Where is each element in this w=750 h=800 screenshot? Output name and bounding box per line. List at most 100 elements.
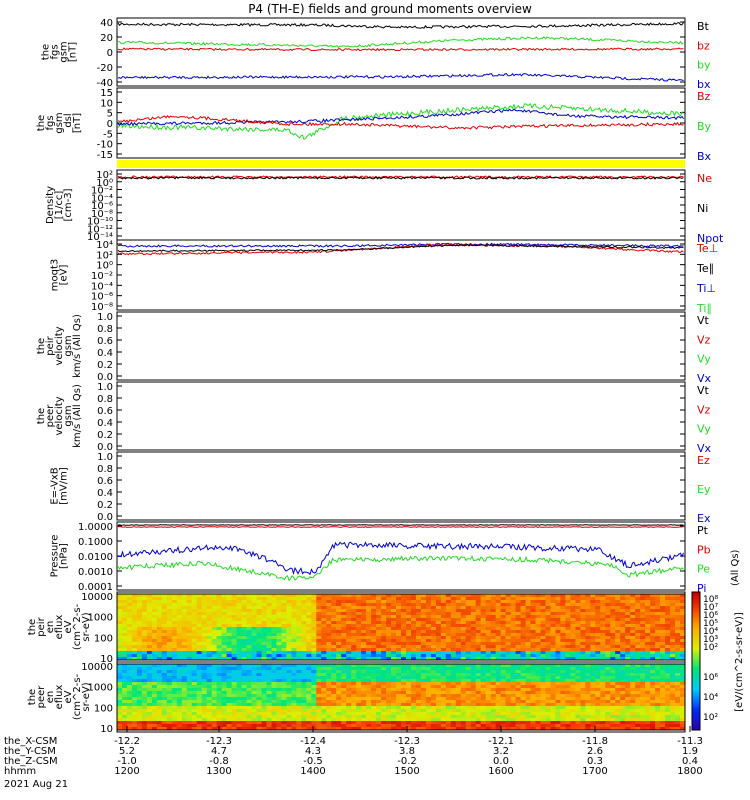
spec-cell — [510, 724, 516, 728]
spec-cell — [570, 633, 576, 637]
spec-cell — [485, 594, 492, 598]
spec-cell — [435, 654, 442, 658]
spec-cell — [465, 670, 472, 674]
spec-cell — [420, 615, 427, 619]
spec-cell — [306, 639, 312, 643]
spec-cell — [565, 624, 571, 628]
spec-cell — [246, 673, 252, 677]
spec-cell — [301, 651, 307, 655]
spec-cell — [221, 612, 227, 616]
spec-cell — [445, 706, 452, 710]
spec-cell — [122, 727, 128, 731]
spec-cell — [555, 715, 561, 719]
spec-cell — [376, 712, 382, 716]
spec-cell — [281, 688, 287, 692]
spec-cell — [515, 703, 521, 707]
spec-cell — [356, 615, 362, 619]
spec-cell — [151, 709, 158, 713]
spec-cell — [371, 688, 377, 692]
spec-cell — [430, 594, 437, 598]
spec-cell — [415, 636, 422, 640]
spec-cell — [341, 612, 347, 616]
spec-cell — [420, 724, 427, 728]
spec-cell — [465, 682, 472, 686]
spec-cell — [251, 664, 257, 668]
spec-cell — [226, 627, 232, 631]
spec-cell — [191, 621, 198, 625]
spec-cell — [535, 667, 541, 671]
spec-cell — [490, 606, 497, 610]
spec-cell — [455, 721, 462, 725]
spec-cell — [396, 627, 402, 631]
spec-cell — [575, 597, 581, 601]
spec-cell — [196, 670, 203, 674]
spec-cell — [361, 639, 367, 643]
spec-cell — [371, 654, 377, 658]
spec-cell — [580, 691, 586, 695]
spec-cell — [181, 727, 188, 731]
spec-cell — [555, 621, 561, 625]
spec-cell — [361, 615, 367, 619]
spec-cell — [256, 700, 262, 704]
spec-cell — [420, 594, 427, 598]
spec-cell — [366, 691, 372, 695]
spec-cell — [131, 600, 138, 604]
spec-cell — [331, 709, 337, 713]
spec-cell — [570, 688, 576, 692]
spec-cell — [261, 667, 267, 671]
spec-cell — [216, 648, 222, 652]
spec-cell — [445, 627, 452, 631]
spec-cell — [286, 597, 292, 601]
spec-cell — [361, 627, 367, 631]
spec-cell — [445, 727, 452, 731]
spec-cell — [555, 703, 561, 707]
spec-cell — [391, 685, 397, 689]
spec-cell — [470, 645, 477, 649]
spec-cell — [176, 727, 183, 731]
spec-cell — [131, 718, 138, 722]
spec-cell — [570, 594, 576, 598]
spec-cell — [296, 615, 302, 619]
spec-cell — [396, 615, 402, 619]
spec-cell — [545, 630, 551, 634]
spec-cell — [645, 633, 651, 637]
spec-cell — [211, 615, 218, 619]
spec-cell — [585, 703, 591, 707]
spec-cell — [276, 718, 282, 722]
spec-cell — [440, 715, 447, 719]
spec-cell — [361, 718, 367, 722]
spec-cell — [495, 606, 502, 610]
spec-cell — [391, 670, 397, 674]
spec-cell — [326, 639, 332, 643]
spec-cell — [560, 703, 566, 707]
spec-cell — [381, 703, 387, 707]
spec-cell — [425, 718, 432, 722]
spec-cell — [186, 724, 193, 728]
spec-cell — [276, 648, 282, 652]
spec-cell — [361, 621, 367, 625]
spec-cell — [341, 636, 347, 640]
spec-cell — [127, 624, 133, 628]
spec-cell — [560, 654, 566, 658]
spec-cell — [321, 685, 327, 689]
spec-cell — [366, 636, 372, 640]
spec-cell — [550, 715, 556, 719]
spec-cell — [550, 718, 556, 722]
spec-cell — [600, 597, 606, 601]
spec-cell — [156, 639, 163, 643]
spec-cell — [291, 697, 297, 701]
ytick-label: 10⁻⁸ — [91, 209, 113, 220]
spec-cell — [361, 697, 367, 701]
spec-cell — [211, 673, 218, 677]
spec-cell — [256, 682, 262, 686]
spec-cell — [286, 600, 292, 604]
spec-cell — [206, 673, 213, 677]
spec-cell — [555, 645, 561, 649]
spec-cell — [117, 712, 123, 716]
spec-cell — [131, 639, 138, 643]
spec-cell — [590, 615, 596, 619]
spec-cell — [122, 709, 128, 713]
spec-cell — [465, 688, 472, 692]
spec-cell — [535, 630, 541, 634]
spec-cell — [251, 618, 257, 622]
